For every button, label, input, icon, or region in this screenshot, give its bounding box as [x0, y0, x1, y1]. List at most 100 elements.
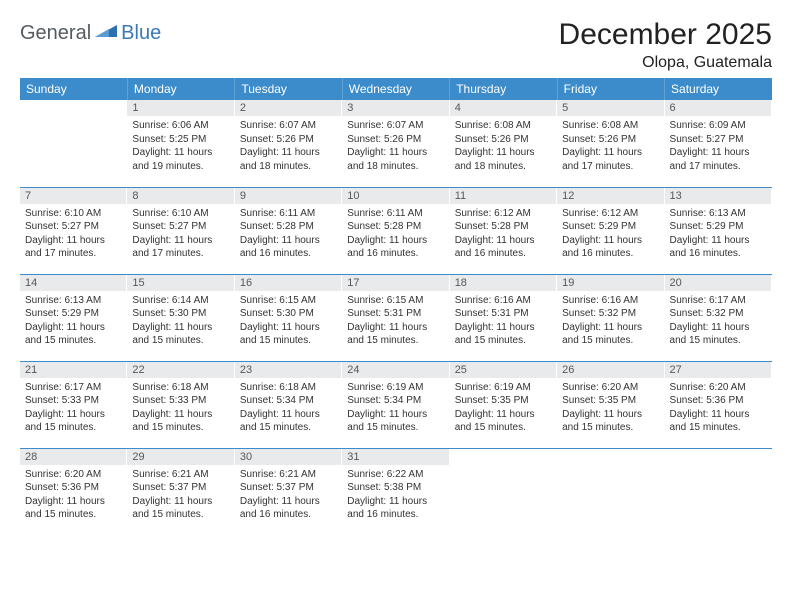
calendar-week-row: 14Sunrise: 6:13 AMSunset: 5:29 PMDayligh… [20, 274, 772, 361]
calendar-day-cell: 20Sunrise: 6:17 AMSunset: 5:32 PMDayligh… [665, 274, 772, 361]
title-block: December 2025 Olopa, Guatemala [559, 18, 772, 72]
calendar-day-cell: 15Sunrise: 6:14 AMSunset: 5:30 PMDayligh… [127, 274, 234, 361]
day-number: 9 [235, 188, 342, 204]
day-details: Sunrise: 6:09 AMSunset: 5:27 PMDaylight:… [665, 116, 772, 175]
day-details: Sunrise: 6:16 AMSunset: 5:32 PMDaylight:… [557, 291, 664, 350]
day-number: 12 [557, 188, 664, 204]
day-details: Sunrise: 6:18 AMSunset: 5:34 PMDaylight:… [235, 378, 342, 437]
day-details: Sunrise: 6:15 AMSunset: 5:30 PMDaylight:… [235, 291, 342, 350]
calendar-day-cell [557, 448, 664, 535]
calendar-day-cell [665, 448, 772, 535]
day-number: 19 [557, 275, 664, 291]
day-number: 7 [20, 188, 127, 204]
calendar-week-row: 28Sunrise: 6:20 AMSunset: 5:36 PMDayligh… [20, 448, 772, 535]
weekday-header: Wednesday [342, 78, 449, 100]
day-details: Sunrise: 6:08 AMSunset: 5:26 PMDaylight:… [450, 116, 557, 175]
calendar-day-cell: 25Sunrise: 6:19 AMSunset: 5:35 PMDayligh… [450, 361, 557, 448]
calendar-day-cell: 9Sunrise: 6:11 AMSunset: 5:28 PMDaylight… [235, 187, 342, 274]
day-details: Sunrise: 6:20 AMSunset: 5:35 PMDaylight:… [557, 378, 664, 437]
day-number: 23 [235, 362, 342, 378]
day-number: 6 [665, 100, 772, 116]
logo: General Blue [20, 18, 161, 45]
day-number: 28 [20, 449, 127, 465]
day-number: 17 [342, 275, 449, 291]
day-number: 29 [127, 449, 234, 465]
calendar-day-cell: 8Sunrise: 6:10 AMSunset: 5:27 PMDaylight… [127, 187, 234, 274]
day-details: Sunrise: 6:12 AMSunset: 5:29 PMDaylight:… [557, 204, 664, 263]
calendar-week-row: 21Sunrise: 6:17 AMSunset: 5:33 PMDayligh… [20, 361, 772, 448]
day-details: Sunrise: 6:13 AMSunset: 5:29 PMDaylight:… [665, 204, 772, 263]
day-details: Sunrise: 6:07 AMSunset: 5:26 PMDaylight:… [342, 116, 449, 175]
day-number: 2 [235, 100, 342, 116]
day-details: Sunrise: 6:21 AMSunset: 5:37 PMDaylight:… [127, 465, 234, 524]
day-number: 8 [127, 188, 234, 204]
calendar-day-cell: 14Sunrise: 6:13 AMSunset: 5:29 PMDayligh… [20, 274, 127, 361]
day-details: Sunrise: 6:11 AMSunset: 5:28 PMDaylight:… [235, 204, 342, 263]
calendar-day-cell: 2Sunrise: 6:07 AMSunset: 5:26 PMDaylight… [235, 100, 342, 187]
calendar-day-cell: 29Sunrise: 6:21 AMSunset: 5:37 PMDayligh… [127, 448, 234, 535]
calendar-day-cell: 31Sunrise: 6:22 AMSunset: 5:38 PMDayligh… [342, 448, 449, 535]
day-number: 31 [342, 449, 449, 465]
calendar-day-cell: 17Sunrise: 6:15 AMSunset: 5:31 PMDayligh… [342, 274, 449, 361]
calendar-day-cell: 10Sunrise: 6:11 AMSunset: 5:28 PMDayligh… [342, 187, 449, 274]
weekday-header: Thursday [450, 78, 557, 100]
day-number: 21 [20, 362, 127, 378]
weekday-header: Saturday [665, 78, 772, 100]
header: General Blue December 2025 Olopa, Guatem… [20, 18, 772, 72]
day-number: 26 [557, 362, 664, 378]
day-number: 4 [450, 100, 557, 116]
day-details: Sunrise: 6:17 AMSunset: 5:33 PMDaylight:… [20, 378, 127, 437]
logo-text-blue: Blue [121, 22, 161, 45]
day-details: Sunrise: 6:22 AMSunset: 5:38 PMDaylight:… [342, 465, 449, 524]
day-number: 3 [342, 100, 449, 116]
calendar-day-cell: 27Sunrise: 6:20 AMSunset: 5:36 PMDayligh… [665, 361, 772, 448]
day-details: Sunrise: 6:12 AMSunset: 5:28 PMDaylight:… [450, 204, 557, 263]
calendar-day-cell: 26Sunrise: 6:20 AMSunset: 5:35 PMDayligh… [557, 361, 664, 448]
day-number: 30 [235, 449, 342, 465]
day-details: Sunrise: 6:18 AMSunset: 5:33 PMDaylight:… [127, 378, 234, 437]
calendar-table: SundayMondayTuesdayWednesdayThursdayFrid… [20, 78, 772, 535]
day-details: Sunrise: 6:19 AMSunset: 5:35 PMDaylight:… [450, 378, 557, 437]
weekday-header: Monday [127, 78, 234, 100]
month-title: December 2025 [559, 18, 772, 52]
weekday-header: Tuesday [235, 78, 342, 100]
day-number: 25 [450, 362, 557, 378]
calendar-day-cell: 5Sunrise: 6:08 AMSunset: 5:26 PMDaylight… [557, 100, 664, 187]
day-number: 15 [127, 275, 234, 291]
calendar-day-cell [20, 100, 127, 187]
day-number: 20 [665, 275, 772, 291]
calendar-day-cell: 1Sunrise: 6:06 AMSunset: 5:25 PMDaylight… [127, 100, 234, 187]
calendar-day-cell: 13Sunrise: 6:13 AMSunset: 5:29 PMDayligh… [665, 187, 772, 274]
day-details: Sunrise: 6:19 AMSunset: 5:34 PMDaylight:… [342, 378, 449, 437]
day-details: Sunrise: 6:17 AMSunset: 5:32 PMDaylight:… [665, 291, 772, 350]
day-details: Sunrise: 6:07 AMSunset: 5:26 PMDaylight:… [235, 116, 342, 175]
day-number: 10 [342, 188, 449, 204]
day-details: Sunrise: 6:08 AMSunset: 5:26 PMDaylight:… [557, 116, 664, 175]
weekday-header: Sunday [20, 78, 127, 100]
calendar-day-cell: 3Sunrise: 6:07 AMSunset: 5:26 PMDaylight… [342, 100, 449, 187]
day-details: Sunrise: 6:11 AMSunset: 5:28 PMDaylight:… [342, 204, 449, 263]
calendar-week-row: 1Sunrise: 6:06 AMSunset: 5:25 PMDaylight… [20, 100, 772, 187]
day-number: 27 [665, 362, 772, 378]
calendar-day-cell: 12Sunrise: 6:12 AMSunset: 5:29 PMDayligh… [557, 187, 664, 274]
logo-text-general: General [20, 22, 91, 45]
calendar-day-cell: 22Sunrise: 6:18 AMSunset: 5:33 PMDayligh… [127, 361, 234, 448]
day-details: Sunrise: 6:06 AMSunset: 5:25 PMDaylight:… [127, 116, 234, 175]
day-number: 11 [450, 188, 557, 204]
day-details: Sunrise: 6:15 AMSunset: 5:31 PMDaylight:… [342, 291, 449, 350]
day-details: Sunrise: 6:13 AMSunset: 5:29 PMDaylight:… [20, 291, 127, 350]
calendar-day-cell: 11Sunrise: 6:12 AMSunset: 5:28 PMDayligh… [450, 187, 557, 274]
day-details: Sunrise: 6:20 AMSunset: 5:36 PMDaylight:… [20, 465, 127, 524]
calendar-day-cell: 18Sunrise: 6:16 AMSunset: 5:31 PMDayligh… [450, 274, 557, 361]
calendar-day-cell: 30Sunrise: 6:21 AMSunset: 5:37 PMDayligh… [235, 448, 342, 535]
calendar-day-cell: 4Sunrise: 6:08 AMSunset: 5:26 PMDaylight… [450, 100, 557, 187]
calendar-day-cell: 28Sunrise: 6:20 AMSunset: 5:36 PMDayligh… [20, 448, 127, 535]
calendar-day-cell: 6Sunrise: 6:09 AMSunset: 5:27 PMDaylight… [665, 100, 772, 187]
day-number: 22 [127, 362, 234, 378]
calendar-day-cell: 16Sunrise: 6:15 AMSunset: 5:30 PMDayligh… [235, 274, 342, 361]
day-number: 13 [665, 188, 772, 204]
day-number: 1 [127, 100, 234, 116]
calendar-day-cell: 24Sunrise: 6:19 AMSunset: 5:34 PMDayligh… [342, 361, 449, 448]
location: Olopa, Guatemala [559, 54, 772, 72]
calendar-day-cell: 7Sunrise: 6:10 AMSunset: 5:27 PMDaylight… [20, 187, 127, 274]
